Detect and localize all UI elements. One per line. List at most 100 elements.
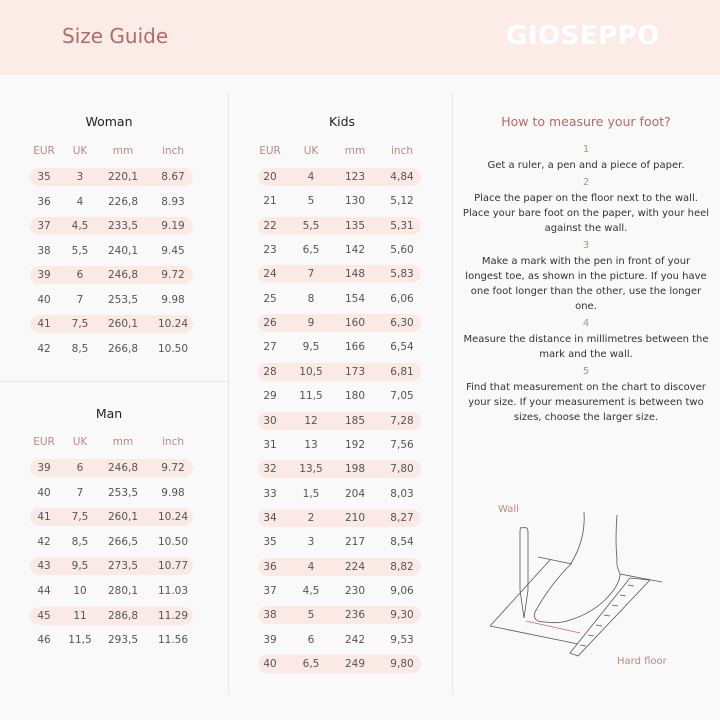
kids-table-row-cell: 20 — [263, 171, 277, 183]
kids-table-row: 31 13 192 7,56 — [258, 436, 421, 454]
kids-table-row-cell: 39 — [263, 633, 277, 646]
man-table-row-cell: 280,1 — [107, 585, 139, 597]
kids-table-row: 21 5 130 5,12 — [258, 192, 421, 210]
kids-table-row-cell: 249 — [344, 658, 366, 670]
step-number: 1 — [582, 144, 590, 155]
kids-table-row-cell: 142 — [344, 244, 366, 257]
kids-table-row-cell: 3 — [307, 536, 315, 549]
man-table-row-cell: 11.56 — [157, 634, 189, 647]
woman-table-row: 39 6 246,8 9.72 — [30, 266, 193, 284]
man-table-row-cell: 44 — [37, 585, 51, 597]
man-table-row-cell: 46 — [37, 634, 51, 647]
kids-table-row: 34 2 210 8,27 — [258, 508, 421, 527]
woman-table-row-cell: 233,5 — [107, 220, 139, 232]
woman-table-row-cell: 8,5 — [71, 342, 89, 355]
woman-header-row: EUR UK mm inch — [30, 142, 193, 160]
kids-table-row-cell: 32 — [263, 463, 277, 476]
column-divider — [452, 92, 453, 694]
kids-table-row-cell: 5,5 — [302, 219, 320, 232]
man-table-row-cell: 9.98 — [161, 486, 185, 499]
kids-table-row: 28 10,5 173 6,81 — [258, 362, 421, 381]
kids-table-row-cell: 38 — [263, 609, 277, 622]
kids-table-row-cell: 36 — [263, 560, 277, 573]
man-table-row-cell: 45 — [37, 609, 51, 622]
kids-table-row-cell: 7 — [307, 268, 315, 281]
woman-table-row-cell: 9.72 — [161, 269, 185, 281]
woman-table-row-cell: 38 — [37, 244, 51, 257]
man-table-row-cell: 273,5 — [107, 560, 139, 573]
kids-table-row-cell: 5 — [307, 609, 315, 622]
kids-table-row-cell: 6,5 — [302, 658, 320, 670]
kids-table-row-cell: 9 — [307, 317, 315, 330]
kids-table-row-cell: 8,82 — [390, 560, 414, 573]
man-table-row-cell: 293,5 — [107, 634, 139, 647]
woman-header-row-cell: UK — [72, 145, 88, 157]
step-text: Get a ruler, a pen and a piece of paper. — [487, 160, 685, 171]
step-number: 5 — [582, 366, 590, 377]
man-table-row-cell: 10.24 — [157, 511, 189, 524]
woman-table-row-cell: 4 — [76, 195, 84, 208]
kids-table-row-cell: 4 — [307, 560, 315, 573]
kids-table-row-cell: 8,27 — [390, 511, 414, 524]
step-text: Measure the distance in millimetres betw… — [463, 334, 709, 360]
kids-title: Kids — [328, 114, 356, 129]
floor-label: Hard floor — [617, 656, 668, 667]
kids-table-row-cell: 5,12 — [390, 195, 414, 208]
kids-table-row-cell: 12 — [304, 414, 318, 427]
kids-header-row: EUR UK mm inch — [258, 142, 421, 160]
kids-table-row-cell: 5,83 — [390, 268, 414, 281]
kids-table-row-cell: 6,30 — [390, 317, 414, 330]
man-table-row-cell: 10 — [73, 585, 87, 597]
kids-table-row-cell: 6,5 — [302, 244, 320, 257]
kids-table-row-cell: 5,31 — [390, 219, 414, 232]
woman-table-row-cell: 220,1 — [107, 171, 139, 183]
kids-table-row: 37 4,5 230 9,06 — [258, 582, 421, 600]
step-text: Find that measurement on the chart to di… — [466, 382, 706, 423]
kids-table-row-cell: 160 — [344, 317, 366, 330]
woman-table-row-cell: 5,5 — [71, 244, 89, 257]
man-table-row-cell: 11,5 — [68, 634, 92, 647]
woman-table-row-cell: 35 — [37, 171, 51, 183]
kids-table-row-cell: 25 — [263, 292, 277, 305]
kids-table-row-cell: 9,5 — [302, 341, 320, 354]
woman-header-row-cell: mm — [112, 145, 134, 157]
kids-table-row-cell: 11,5 — [299, 390, 323, 403]
kids-table-row-cell: 27 — [263, 341, 277, 354]
kids-table-row-cell: 6,54 — [390, 341, 414, 354]
kids-table-row-cell: 31 — [263, 438, 277, 451]
man-table-row-cell: 43 — [37, 560, 51, 573]
kids-table-row-cell: 130 — [344, 195, 366, 208]
kids-table-row-cell: 192 — [344, 438, 366, 451]
woman-table-row-cell: 253,5 — [107, 293, 139, 306]
kids-table-row: 27 9,5 166 6,54 — [258, 338, 421, 356]
kids-header-row-cell: inch — [391, 145, 413, 157]
kids-table-row-cell: 236 — [344, 609, 366, 622]
man-table-row-cell: 11 — [73, 609, 87, 622]
kids-table-row: 35 3 217 8,54 — [258, 533, 421, 551]
man-table-row-cell: 7,5 — [71, 511, 89, 524]
kids-table-row-cell: 34 — [263, 511, 277, 524]
woman-header-row-cell: inch — [162, 145, 184, 157]
woman-table-row-cell: 9.45 — [161, 244, 185, 257]
kids-table-row-cell: 35 — [263, 536, 277, 549]
man-table-row-cell: 8,5 — [71, 535, 89, 548]
kids-table-row: 23 6,5 142 5,60 — [258, 241, 421, 259]
woman-table-row-cell: 36 — [37, 195, 51, 208]
kids-table-row: 22 5,5 135 5,31 — [258, 216, 421, 235]
kids-table-row-cell: 13,5 — [299, 463, 323, 476]
woman-table-row-cell: 8.93 — [161, 195, 185, 208]
kids-table-row: 24 7 148 5,83 — [258, 265, 421, 284]
column-divider — [228, 92, 229, 694]
wall-label: Wall — [498, 504, 519, 515]
man-table-row-cell: 40 — [37, 486, 51, 499]
woman-table-row-cell: 7 — [76, 293, 84, 306]
woman-table-row: 40 7 253,5 9.98 — [30, 291, 193, 309]
kids-table-row-cell: 29 — [263, 390, 277, 403]
section-divider — [0, 381, 228, 382]
woman-table-row-cell: 6 — [76, 269, 84, 281]
man-table-row-cell: 7 — [76, 486, 84, 499]
woman-table-row-cell: 41 — [37, 318, 51, 330]
man-table-row-cell: 41 — [37, 511, 51, 524]
woman-table-row-cell: 10.50 — [157, 342, 189, 355]
kids-table-row-cell: 230 — [344, 584, 366, 597]
